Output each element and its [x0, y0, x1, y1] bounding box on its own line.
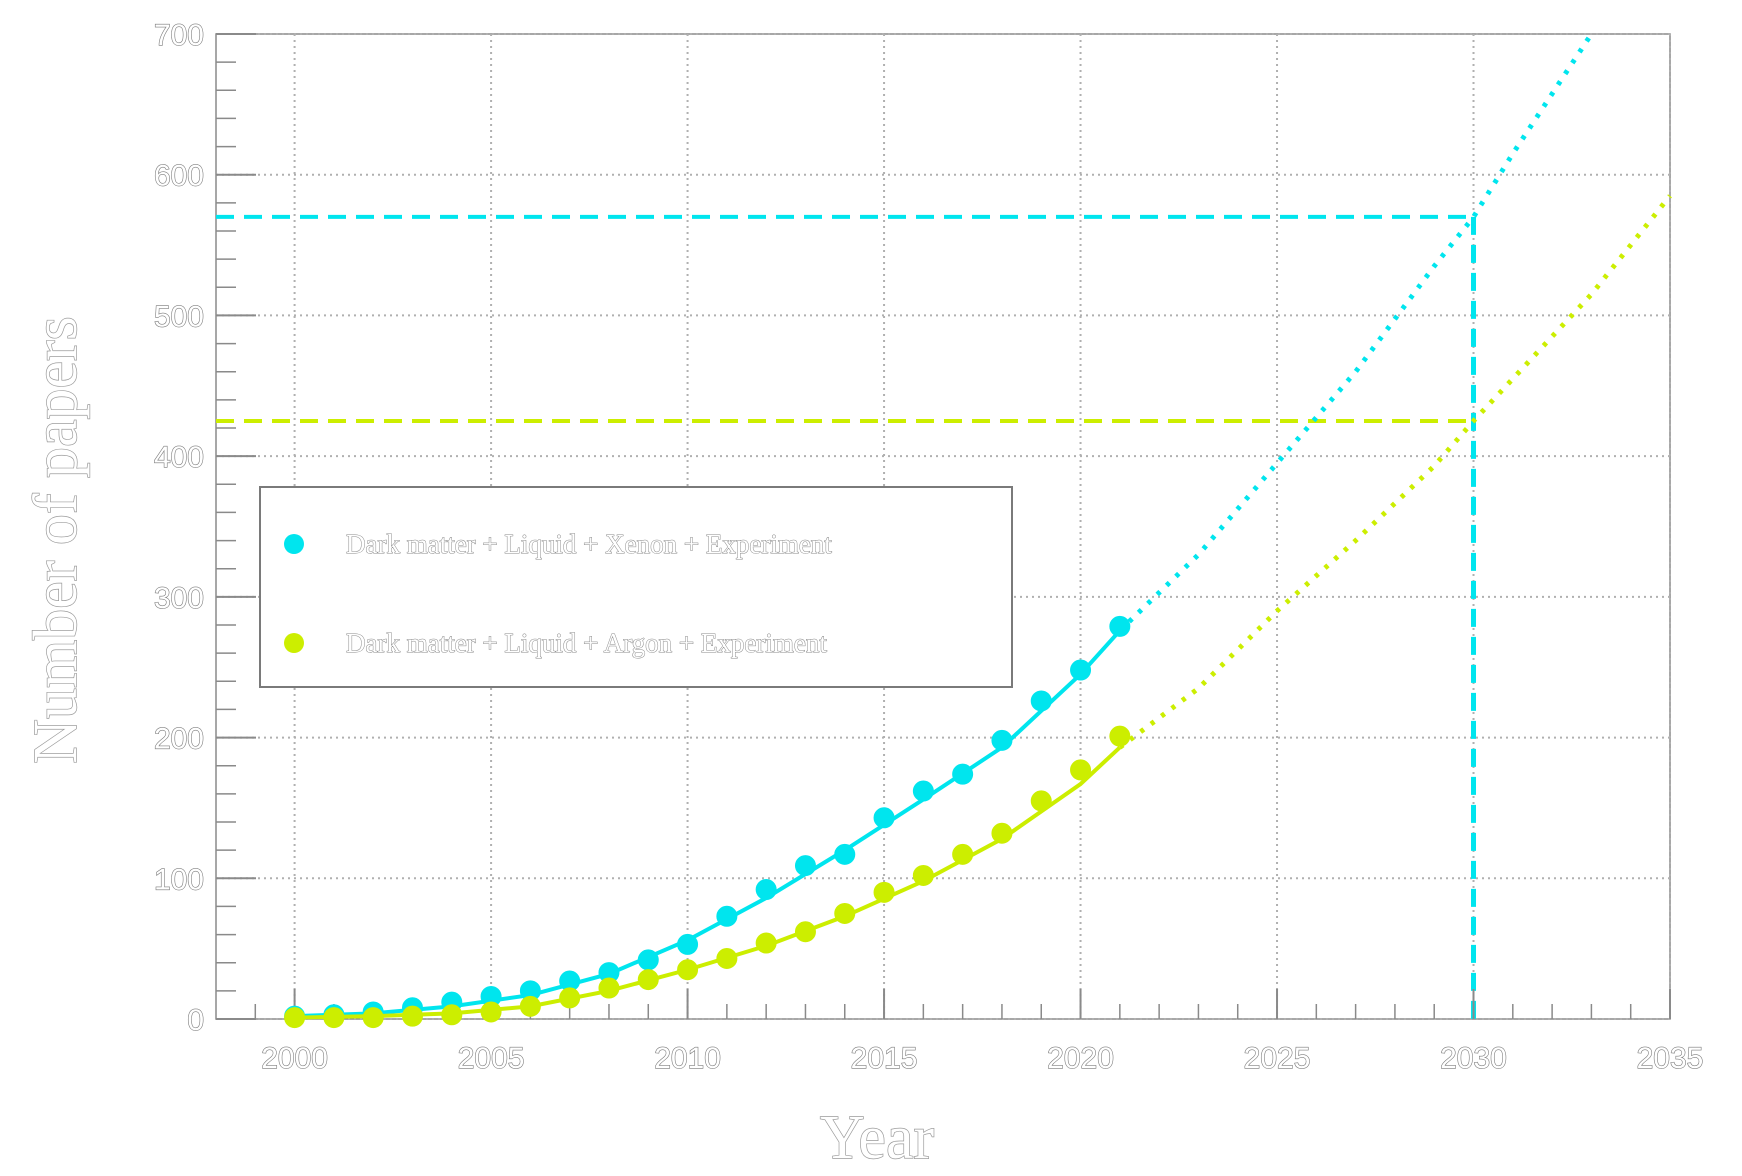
x-tick-label: 2025: [1244, 1042, 1311, 1075]
y-tick-label: 600: [154, 160, 204, 193]
data-point: [441, 1004, 463, 1026]
x-tick-label: 2015: [851, 1042, 918, 1075]
y-axis-label: Number of papers: [22, 316, 90, 764]
y-tick-label: 0: [187, 1004, 204, 1037]
legend-label-xenon: Dark matter + Liquid + Xenon + Experimen…: [346, 529, 832, 559]
data-point: [1070, 659, 1092, 681]
x-tick-label: 2030: [1440, 1042, 1507, 1075]
data-point: [637, 969, 659, 991]
data-point: [873, 807, 895, 829]
data-point: [952, 763, 974, 785]
data-point: [716, 905, 738, 927]
data-point: [284, 1007, 306, 1029]
data-point: [519, 995, 541, 1017]
data-point: [559, 987, 581, 1009]
legend-label-argon: Dark matter + Liquid + Argon + Experimen…: [346, 628, 827, 658]
fit-curve-1: [294, 745, 1122, 1020]
x-tick-label: 2005: [458, 1042, 525, 1075]
data-point: [637, 949, 659, 971]
data-point: [323, 1007, 345, 1029]
data-point: [677, 959, 699, 981]
y-tick-label: 500: [154, 300, 204, 333]
data-point: [755, 932, 777, 954]
y-tick-label: 700: [154, 19, 204, 52]
data-point: [912, 780, 934, 802]
data-point: [834, 902, 856, 924]
data-point: [1030, 690, 1052, 712]
y-tick-label: 100: [154, 863, 204, 896]
reference-lines: [216, 214, 1477, 1019]
legend-marker-argon: [284, 633, 304, 653]
data-point: [362, 1007, 384, 1029]
data-point: [952, 843, 974, 865]
data-point: [834, 843, 856, 865]
data-point: [401, 1005, 423, 1027]
x-tick-label: 2020: [1047, 1042, 1114, 1075]
data-point: [598, 977, 620, 999]
x-axis-label: Year: [820, 1104, 935, 1172]
x-tick-label: 2010: [654, 1042, 721, 1075]
data-point: [912, 864, 934, 886]
y-tick-label: 300: [154, 582, 204, 615]
extrapolation-curve-1: [1118, 194, 1672, 750]
legend: Dark matter + Liquid + Xenon + Experimen…: [259, 486, 1013, 688]
fit-curve-0: [294, 629, 1122, 1019]
axis-ticks: 2000 2005 2010 2015 2020 2025 2030 2035 0 100 200 3…: [153, 18, 1704, 1075]
data-point: [1109, 725, 1131, 747]
legend-marker-xenon: [284, 534, 304, 554]
extrapolation-curve-0: [1118, 32, 1594, 633]
data-point: [991, 729, 1013, 751]
data-point: [794, 921, 816, 943]
legend-box: [259, 486, 1013, 688]
data-point: [1030, 790, 1052, 812]
data-point: [677, 933, 699, 955]
data-point: [716, 947, 738, 969]
data-point: [991, 822, 1013, 844]
data-point: [1109, 615, 1131, 637]
data-point: [794, 855, 816, 877]
x-tick-label: 2035: [1637, 1042, 1704, 1075]
data-point: [755, 879, 777, 901]
x-tick-label: 2000: [261, 1042, 328, 1075]
y-tick-label: 400: [154, 441, 204, 474]
data-point: [1070, 759, 1092, 781]
series-layer: [284, 32, 1672, 1029]
y-tick-label: 200: [154, 723, 204, 756]
data-point: [480, 1001, 502, 1023]
data-point: [873, 881, 895, 903]
